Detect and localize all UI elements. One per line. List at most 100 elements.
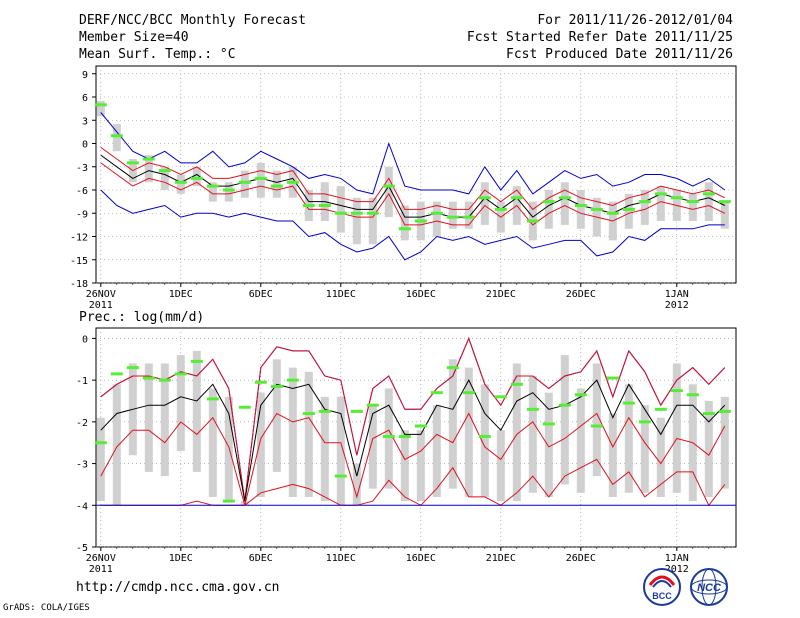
median-marker xyxy=(526,407,539,411)
ensemble-box xyxy=(608,413,617,497)
member-size: Member Size=40 xyxy=(79,30,189,45)
median-marker xyxy=(494,395,507,399)
ensemble-box xyxy=(400,205,409,241)
median-marker xyxy=(222,499,235,503)
median-marker xyxy=(382,184,395,188)
median-marker xyxy=(462,215,475,219)
ensemble-mean-line xyxy=(100,379,726,502)
ncc-logo-text: NCC xyxy=(697,582,722,594)
ensemble-box xyxy=(112,384,121,506)
ensemble-box xyxy=(560,355,569,485)
ensemble-box xyxy=(448,359,457,489)
ensemble-box xyxy=(352,197,361,245)
ensemble-box xyxy=(720,201,729,229)
median-marker xyxy=(286,378,299,382)
median-marker xyxy=(126,366,139,370)
bcc-logo-text: BCC xyxy=(652,591,672,601)
x-tick-label: 1DEC xyxy=(169,289,193,300)
median-marker xyxy=(94,103,107,107)
median-marker xyxy=(510,382,523,386)
median-marker xyxy=(446,366,459,370)
ensemble-box xyxy=(592,363,601,477)
y-tick-label: 0 xyxy=(82,334,88,345)
median-marker xyxy=(590,207,603,211)
spread-upper-line xyxy=(100,146,726,211)
median-marker xyxy=(478,196,491,200)
median-marker xyxy=(158,378,171,382)
ensemble-box xyxy=(432,405,441,497)
ensemble-box xyxy=(480,384,489,497)
y-tick-label: -15 xyxy=(70,256,88,267)
x-tick-label: 26NOV xyxy=(86,553,116,564)
y-tick-label: -4 xyxy=(76,501,88,512)
ensemble-box xyxy=(192,166,201,187)
median-marker xyxy=(638,420,651,424)
ensemble-box xyxy=(688,193,697,221)
ensemble-box xyxy=(160,363,169,477)
ensemble-box xyxy=(352,463,361,506)
spread-upper-line xyxy=(100,337,726,502)
median-marker xyxy=(206,184,219,188)
spread-lower-line xyxy=(100,412,726,506)
median-marker xyxy=(302,412,315,416)
x-tick-sublabel: 2011 xyxy=(89,300,113,311)
ensemble-box xyxy=(304,371,313,497)
median-marker xyxy=(238,405,251,409)
median-marker xyxy=(366,403,379,407)
median-marker xyxy=(590,424,603,428)
x-tick-label: 21DEC xyxy=(486,553,516,564)
y-tick-label: -3 xyxy=(76,163,88,174)
ensemble-mean-line xyxy=(100,154,726,218)
ensemble-box xyxy=(576,388,585,493)
ensemble-box xyxy=(336,186,345,233)
median-marker xyxy=(190,176,203,180)
median-marker xyxy=(686,200,699,204)
ensemble-min-line xyxy=(100,458,726,507)
plot-frame xyxy=(95,65,737,284)
ensemble-box xyxy=(208,182,217,202)
ensemble-box xyxy=(528,375,537,493)
ensemble-min-line xyxy=(100,189,725,261)
x-tick-label: 26DEC xyxy=(566,289,596,300)
ensemble-box xyxy=(512,363,521,502)
x-tick-sublabel: 2011 xyxy=(89,564,113,575)
median-marker xyxy=(622,401,635,405)
ensemble-box xyxy=(320,396,329,502)
x-tick-label: 1JAN xyxy=(665,553,689,564)
median-marker xyxy=(654,407,667,411)
ensemble-box xyxy=(544,190,553,229)
ensemble-box xyxy=(192,350,201,472)
y-tick-label: 3 xyxy=(82,116,88,127)
median-marker xyxy=(382,434,395,438)
x-tick-label: 26DEC xyxy=(566,553,596,564)
median-marker xyxy=(366,211,379,215)
median-marker xyxy=(494,207,507,211)
median-marker xyxy=(558,196,571,200)
ensemble-box xyxy=(400,430,409,502)
ensemble-box xyxy=(720,396,729,489)
y-tick-label: 6 xyxy=(82,93,88,104)
x-tick-label: 6DEC xyxy=(249,289,273,300)
y-tick-label: -6 xyxy=(76,186,88,197)
median-marker xyxy=(718,200,731,204)
median-marker xyxy=(622,207,635,211)
footer-url-link[interactable]: http://cmdp.ncc.cma.gov.cn xyxy=(76,580,280,595)
ensemble-box xyxy=(336,396,345,506)
median-marker xyxy=(414,424,427,428)
x-tick-label: 6DEC xyxy=(249,553,273,564)
y-tick-label: 9 xyxy=(82,70,88,81)
median-marker xyxy=(142,376,155,380)
median-marker xyxy=(142,157,155,161)
ensemble-box xyxy=(256,392,265,497)
ensemble-box xyxy=(656,186,665,221)
median-marker xyxy=(526,219,539,223)
median-marker xyxy=(638,200,651,204)
ensemble-box xyxy=(144,363,153,472)
median-marker xyxy=(654,192,667,196)
median-marker xyxy=(238,180,251,184)
median-marker xyxy=(318,409,331,413)
ensemble-box xyxy=(416,430,425,502)
median-marker xyxy=(574,393,587,397)
median-marker xyxy=(174,180,187,184)
